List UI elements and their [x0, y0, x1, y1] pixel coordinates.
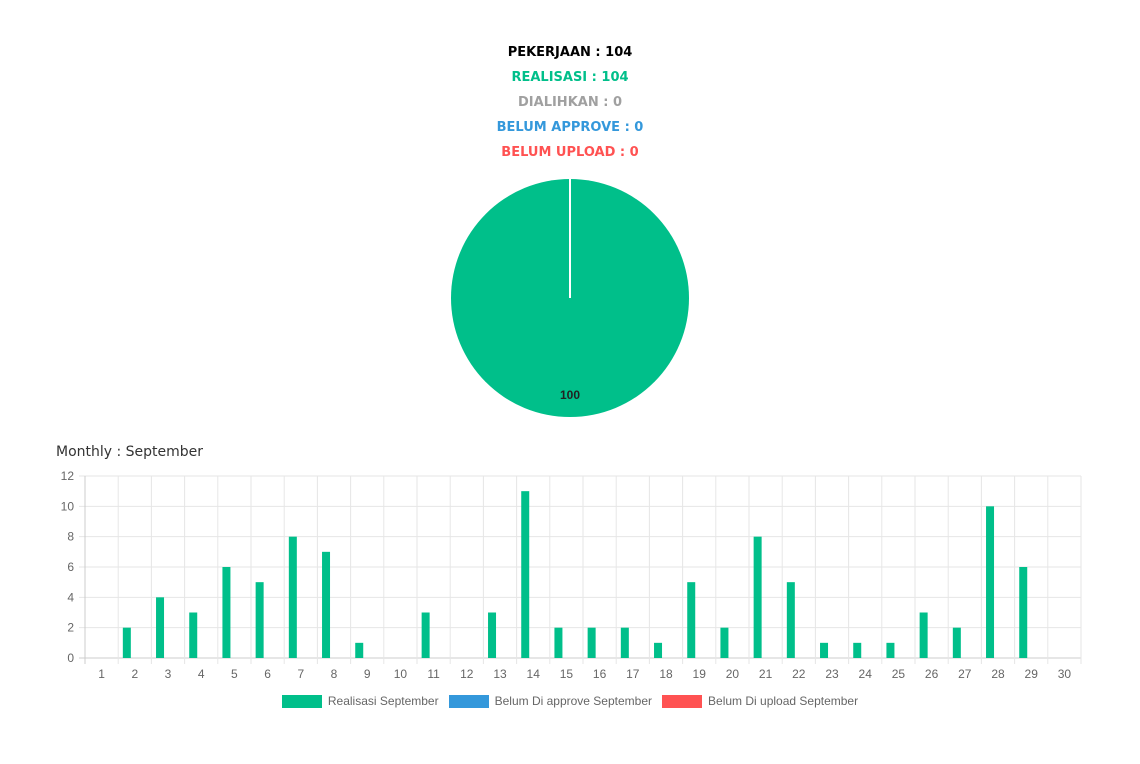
realisasi-total: REALISASI : 104 [511, 70, 629, 85]
dialihkan-total: DIALIHKAN : 0 [518, 95, 622, 110]
x-tick-label: 9 [364, 667, 371, 681]
bar-1 [786, 582, 795, 658]
x-tick-label: 25 [892, 667, 906, 681]
x-tick-label: 10 [394, 667, 408, 681]
summary-panel: PEKERJAAN : 104 REALISASI : 104 DIALIHKA… [0, 43, 1140, 168]
x-tick-label: 21 [759, 667, 773, 681]
x-tick-label: 4 [198, 667, 205, 681]
bar-1 [288, 536, 297, 658]
bar-1 [620, 627, 629, 658]
x-tick-label: 24 [859, 667, 873, 681]
y-tick-label: 8 [67, 530, 74, 544]
x-tick-label: 29 [1025, 667, 1039, 681]
x-tick-label: 2 [131, 667, 138, 681]
x-tick-label: 12 [460, 667, 474, 681]
y-tick-label: 2 [67, 621, 74, 635]
x-tick-label: 28 [991, 667, 1005, 681]
legend-label: Belum Di approve September [494, 694, 653, 708]
bar-1 [488, 612, 497, 658]
bar-1 [1019, 567, 1028, 658]
bar-1 [222, 567, 231, 658]
legend-label: Realisasi September [327, 694, 439, 708]
pie-data-label: 100 [560, 388, 580, 402]
bar-1 [720, 627, 729, 658]
bar-1 [820, 642, 829, 658]
x-tick-label: 17 [626, 667, 640, 681]
legend-swatch [662, 694, 703, 708]
y-tick-label: 0 [67, 651, 74, 665]
legend-item[interactable]: Realisasi September [281, 694, 439, 708]
belum-approve-total: BELUM APPROVE : 0 [496, 120, 644, 135]
belum-upload-total: BELUM UPLOAD : 0 [501, 145, 639, 160]
bar-1 [753, 536, 762, 658]
bar-1 [886, 642, 895, 658]
bar-1 [919, 612, 928, 658]
x-tick-label: 7 [297, 667, 304, 681]
bar-1 [952, 627, 961, 658]
bar-1 [687, 582, 696, 658]
x-tick-label: 6 [264, 667, 271, 681]
legend-item[interactable]: Belum Di upload September [662, 694, 858, 708]
pekerjaan-total: PEKERJAAN : 104 [507, 45, 633, 60]
bar-1 [587, 627, 596, 658]
x-tick-label: 30 [1058, 667, 1072, 681]
bar-1 [654, 642, 663, 658]
bar-1 [421, 612, 430, 658]
bar-1 [122, 627, 131, 658]
x-tick-label: 22 [792, 667, 806, 681]
bar-1 [189, 612, 198, 658]
y-tick-label: 12 [61, 469, 75, 483]
bar-1 [322, 551, 331, 658]
legend-label: Belum Di upload September [708, 694, 859, 708]
x-tick-label: 27 [958, 667, 972, 681]
x-tick-label: 14 [527, 667, 541, 681]
bar-1 [355, 642, 364, 658]
x-tick-label: 23 [825, 667, 839, 681]
x-tick-label: 26 [925, 667, 939, 681]
bar-1 [521, 491, 530, 658]
chart-legend: Realisasi September Belum Di approve Sept… [0, 694, 1140, 708]
y-tick-label: 6 [67, 560, 74, 574]
x-tick-label: 13 [493, 667, 507, 681]
bar-1 [156, 597, 165, 658]
legend-item[interactable]: Belum Di approve September [448, 694, 653, 708]
bar-1 [255, 582, 264, 658]
bar-1 [986, 506, 995, 658]
legend-swatch [281, 694, 322, 708]
x-tick-label: 15 [560, 667, 574, 681]
bar-1 [853, 642, 862, 658]
pie-chart: 100 [451, 179, 689, 417]
x-tick-label: 3 [165, 667, 172, 681]
legend-swatch [448, 694, 489, 708]
x-tick-label: 8 [331, 667, 338, 681]
x-tick-label: 19 [693, 667, 707, 681]
x-tick-label: 5 [231, 667, 238, 681]
y-tick-label: 4 [67, 590, 74, 604]
x-tick-label: 1 [98, 667, 105, 681]
bar-1 [554, 627, 563, 658]
x-tick-label: 18 [659, 667, 673, 681]
x-tick-label: 20 [726, 667, 740, 681]
x-tick-label: 16 [593, 667, 607, 681]
monthly-title: Monthly : September [56, 444, 204, 460]
y-tick-label: 10 [61, 499, 75, 513]
x-tick-label: 11 [427, 667, 440, 681]
